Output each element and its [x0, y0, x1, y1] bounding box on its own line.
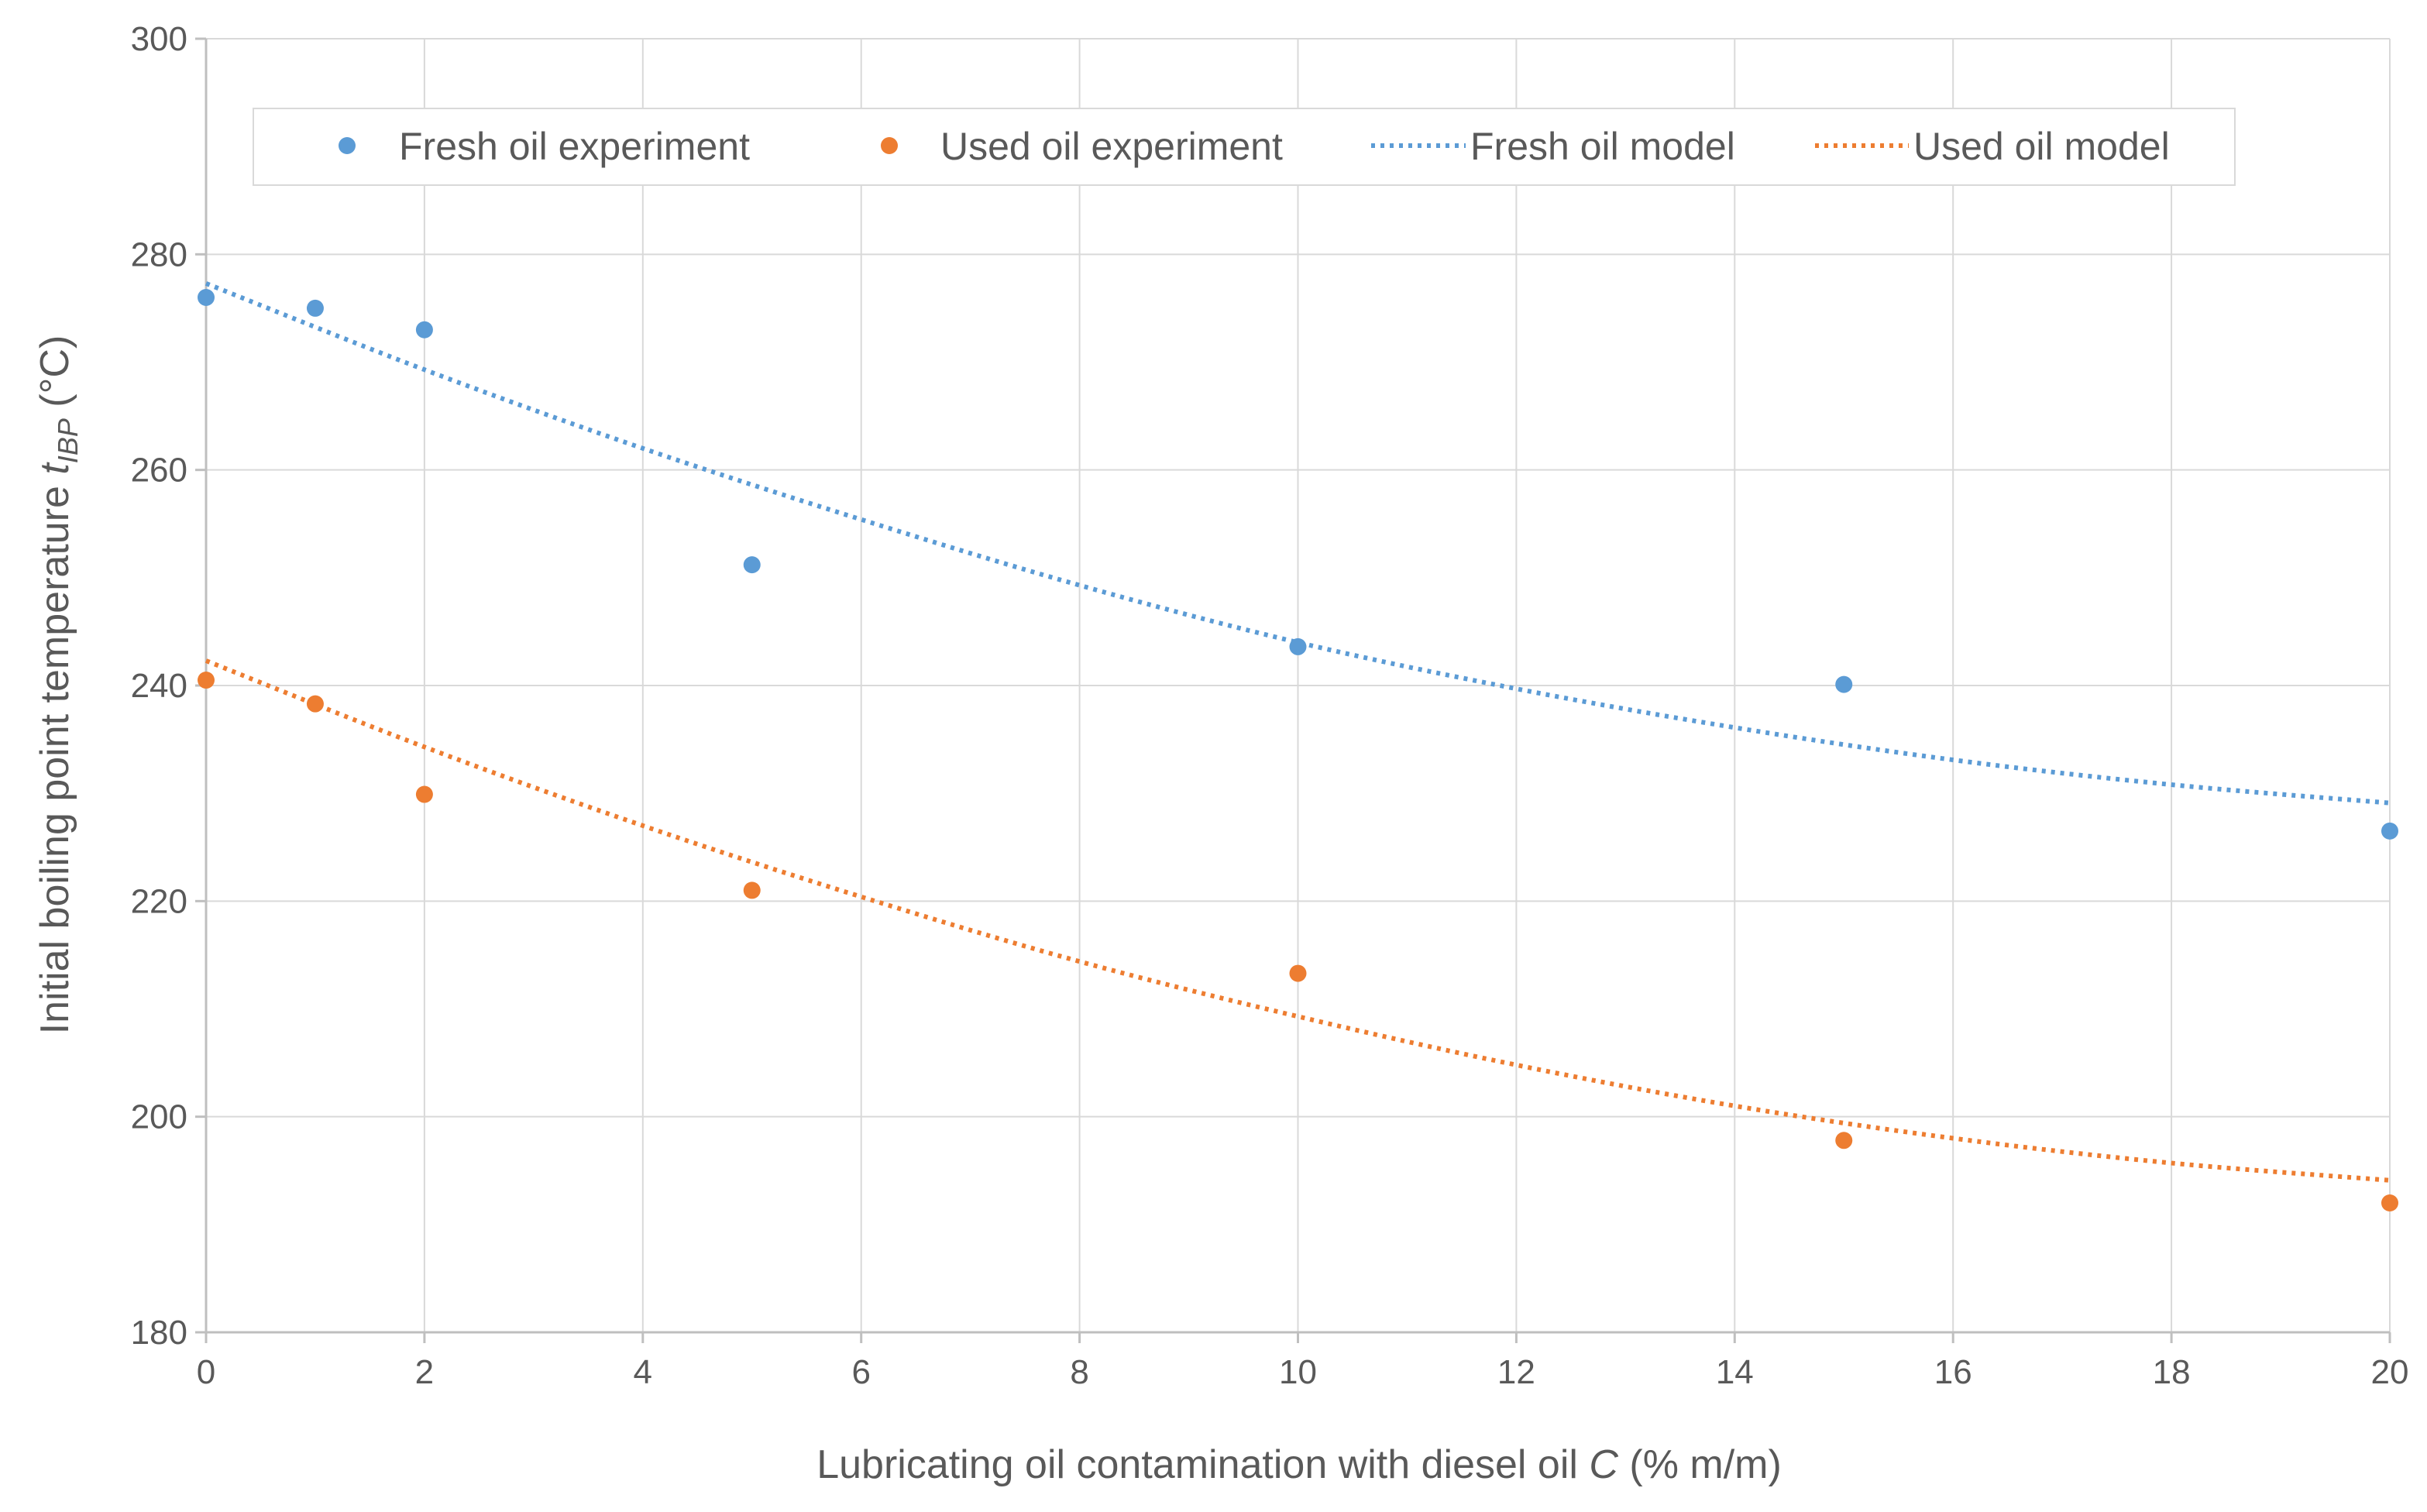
x-axis-title-unit: (% m/m) — [1618, 1442, 1782, 1487]
data-point-fresh-oil-experiment-2 — [415, 321, 433, 338]
x-tick-label-6: 6 — [851, 1353, 870, 1391]
data-point-fresh-oil-experiment-0 — [198, 289, 215, 306]
x-tick-label-12: 12 — [1497, 1353, 1535, 1391]
legend: Fresh oil experiment Used oil experiment… — [253, 108, 2236, 186]
series — [198, 281, 2398, 1211]
x-tick-label-8: 8 — [1070, 1353, 1088, 1391]
y-axis-title: Initial boiling point temperature tIBP (… — [33, 335, 84, 1035]
x-tick-label-20: 20 — [2371, 1353, 2409, 1391]
data-point-used-oil-experiment-15 — [1835, 1132, 1853, 1149]
series-fresh-oil-experiment — [198, 289, 2398, 840]
y-tick-label-300: 300 — [131, 20, 187, 58]
y-axis-title-variable: t — [33, 462, 77, 475]
y-tick-label-240: 240 — [131, 667, 187, 705]
x-tick-label-10: 10 — [1279, 1353, 1317, 1391]
x-tick-label-4: 4 — [634, 1353, 652, 1391]
tick-labels: 0 2 4 6 8 10 12 14 16 18 20 180 200 220 240 260 280 300 — [131, 20, 2409, 1391]
data-point-used-oil-experiment-10 — [1289, 964, 1307, 982]
data-point-used-oil-experiment-5 — [743, 881, 761, 899]
data-point-fresh-oil-experiment-15 — [1835, 675, 1853, 693]
y-axis-title-main: Initial boiling point temperature — [33, 475, 77, 1035]
data-point-used-oil-experiment-0 — [198, 672, 215, 689]
model-line-fresh-oil-model — [205, 281, 2391, 806]
y-tick-label-260: 260 — [131, 452, 187, 490]
data-point-fresh-oil-experiment-1 — [306, 299, 324, 317]
gridlines — [206, 38, 2391, 1332]
y-tick-label-180: 180 — [131, 1314, 187, 1352]
model-line-used-oil-model — [205, 658, 2391, 1183]
legend-label-used-experiment: Used oil experiment — [940, 125, 1283, 168]
y-tick-label-280: 280 — [131, 235, 187, 273]
y-axis-title-subscript: IBP — [52, 418, 84, 463]
legend-marker-used-experiment — [881, 137, 898, 154]
data-point-used-oil-experiment-2 — [415, 785, 433, 803]
x-tick-label-2: 2 — [415, 1353, 434, 1391]
data-point-fresh-oil-experiment-10 — [1289, 637, 1307, 655]
x-axis-title-variable: C — [1589, 1442, 1618, 1487]
legend-label-used-model: Used oil model — [1913, 125, 2170, 168]
x-axis-title-main: Lubricating oil contamination with diese… — [816, 1442, 1589, 1487]
series-fresh-oil-model — [205, 281, 2391, 806]
data-point-used-oil-experiment-20 — [2381, 1194, 2398, 1211]
x-axis-title: Lubricating oil contamination with diese… — [816, 1442, 1782, 1487]
y-tick-label-200: 200 — [131, 1098, 187, 1136]
x-tick-label-0: 0 — [197, 1353, 215, 1391]
data-point-used-oil-experiment-1 — [306, 695, 324, 713]
legend-marker-fresh-experiment — [339, 137, 356, 154]
y-tick-label-220: 220 — [131, 882, 187, 920]
legend-box — [253, 108, 2236, 186]
axes — [195, 37, 2391, 1343]
series-used-oil-experiment — [198, 672, 2398, 1211]
series-used-oil-model — [205, 658, 2391, 1183]
data-point-fresh-oil-experiment-20 — [2381, 822, 2398, 840]
data-point-fresh-oil-experiment-5 — [743, 556, 761, 574]
x-tick-label-14: 14 — [1716, 1353, 1754, 1391]
x-tick-label-16: 16 — [1934, 1353, 1972, 1391]
x-tick-label-18: 18 — [2153, 1353, 2191, 1391]
legend-label-fresh-experiment: Fresh oil experiment — [399, 125, 750, 168]
legend-label-fresh-model: Fresh oil model — [1470, 125, 1735, 168]
y-axis-title-unit: (°C) — [33, 335, 77, 418]
